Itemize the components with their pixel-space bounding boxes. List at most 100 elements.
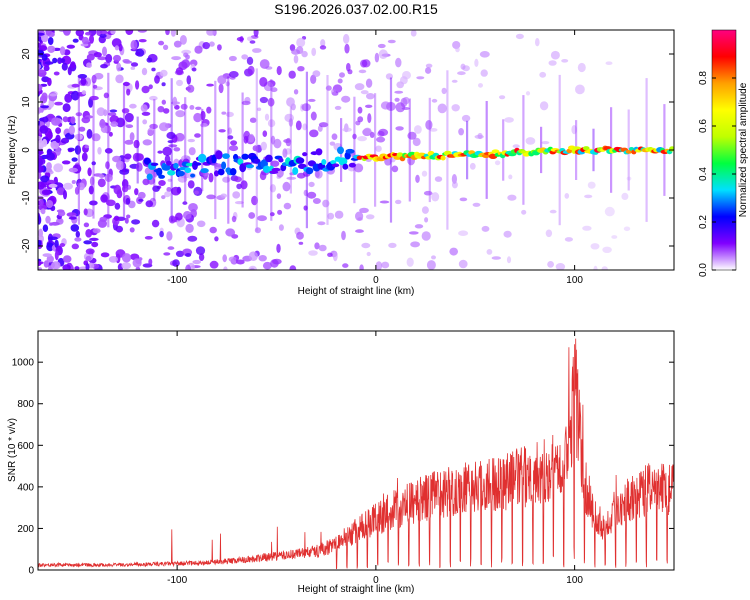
- noise-blob: [121, 262, 131, 270]
- noise-blob: [365, 104, 373, 109]
- noise-blob: [38, 267, 42, 270]
- noise-blob: [47, 45, 56, 53]
- noise-blob: [183, 211, 192, 220]
- noise-blob: [343, 33, 350, 44]
- noise-blob: [296, 37, 306, 48]
- noise-blob: [249, 117, 257, 123]
- spectral-streak: [92, 81, 95, 219]
- noise-blob: [504, 117, 514, 123]
- noise-blob: [38, 83, 43, 92]
- noise-blob: [40, 208, 46, 215]
- noise-blob: [189, 105, 195, 110]
- noise-blob: [341, 95, 351, 103]
- noise-blob: [130, 66, 136, 70]
- noise-blob: [125, 30, 134, 35]
- noise-blob: [327, 252, 333, 257]
- noise-blob: [353, 163, 364, 173]
- noise-blob: [459, 197, 468, 202]
- noise-blob: [228, 256, 237, 262]
- noise-blob: [151, 67, 156, 72]
- noise-blob: [130, 40, 138, 50]
- noise-blob: [426, 260, 436, 270]
- ridge-blob: [214, 170, 219, 177]
- noise-blob: [286, 176, 297, 180]
- noise-blob: [175, 67, 184, 75]
- noise-blob: [276, 65, 282, 76]
- noise-blob: [355, 211, 364, 221]
- noise-blob: [248, 265, 257, 270]
- noise-blob: [575, 84, 585, 95]
- noise-blob: [80, 77, 87, 86]
- y-tick-label: 0: [28, 566, 34, 577]
- noise-blob: [221, 111, 227, 115]
- noise-blob: [248, 212, 256, 219]
- noise-blob: [344, 43, 350, 54]
- noise-blob: [346, 62, 351, 72]
- noise-blob: [104, 173, 113, 182]
- spectrogram-x-label: Height of straight line (km): [298, 286, 415, 297]
- noise-blob: [48, 183, 58, 188]
- noise-blob: [72, 38, 79, 43]
- noise-blob: [109, 115, 120, 124]
- noise-blob: [51, 117, 61, 126]
- noise-blob: [142, 178, 150, 186]
- noise-blob: [185, 264, 191, 270]
- noise-blob: [406, 257, 414, 267]
- noise-blob: [331, 88, 337, 95]
- ridge-blob: [345, 148, 355, 154]
- noise-blob: [310, 111, 317, 121]
- ridge-blob: [262, 165, 271, 173]
- noise-blob: [257, 215, 267, 222]
- spectral-streak: [389, 77, 393, 223]
- noise-blob: [222, 176, 231, 183]
- noise-blob: [206, 106, 212, 114]
- noise-blob: [38, 69, 46, 73]
- noise-blob: [108, 131, 113, 137]
- noise-blob: [45, 200, 54, 208]
- noise-blob: [434, 176, 443, 182]
- noise-blob: [611, 235, 618, 239]
- spectral-streak: [270, 79, 273, 221]
- noise-blob: [308, 98, 316, 102]
- ridge-blob: [491, 149, 500, 154]
- noise-blob: [159, 230, 164, 238]
- noise-blob: [46, 255, 54, 263]
- noise-blob: [270, 160, 280, 167]
- spectral-streak: [428, 97, 431, 203]
- noise-blob: [52, 57, 58, 64]
- noise-blob: [43, 65, 50, 72]
- noise-blob: [109, 109, 118, 113]
- noise-blob: [187, 180, 195, 189]
- noise-blob: [282, 148, 288, 158]
- noise-blob: [86, 129, 93, 139]
- noise-blob: [149, 95, 158, 101]
- noise-blob: [185, 223, 194, 233]
- noise-blob: [480, 69, 488, 77]
- noise-blob: [126, 214, 131, 219]
- noise-blob: [276, 243, 281, 253]
- noise-blob: [380, 101, 391, 110]
- noise-blob: [91, 241, 99, 248]
- snr-x-label: Height of straight line (km): [298, 584, 415, 595]
- noise-blob: [314, 169, 323, 179]
- noise-blob: [47, 37, 54, 45]
- ridge-blob: [582, 146, 590, 151]
- noise-blob: [198, 253, 205, 261]
- noise-blob: [437, 103, 447, 114]
- noise-blob: [159, 122, 169, 132]
- noise-blob: [337, 78, 343, 84]
- noise-blob: [541, 141, 550, 145]
- noise-blob: [366, 251, 371, 257]
- noise-blob: [67, 66, 72, 76]
- noise-blob: [451, 104, 460, 112]
- snr-series-line: [38, 338, 674, 570]
- spectral-streak: [107, 72, 110, 228]
- noise-blob: [604, 206, 615, 217]
- spectral-streak: [77, 75, 80, 225]
- noise-blob: [232, 191, 241, 199]
- noise-blob: [352, 133, 357, 140]
- noise-blob: [64, 93, 73, 103]
- noise-blob: [54, 239, 59, 249]
- noise-blob: [231, 215, 237, 223]
- noise-blob: [46, 162, 52, 171]
